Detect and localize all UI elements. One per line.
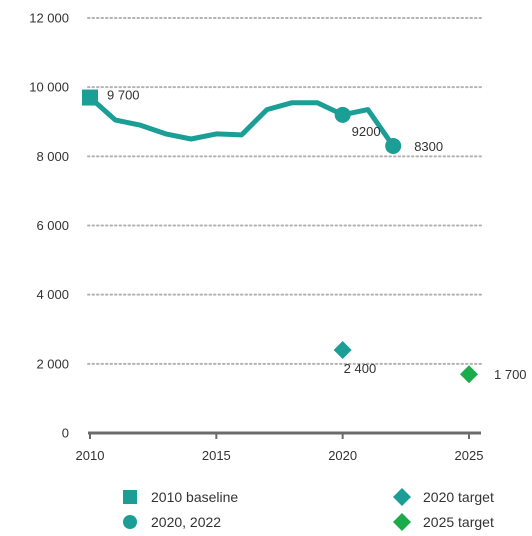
data-label: 8300 (414, 139, 443, 154)
legend-item: 2010 baseline (123, 489, 238, 505)
legend-circle-icon (123, 515, 137, 529)
y-tick-label: 4 000 (36, 287, 69, 302)
legend-item: 2020, 2022 (123, 514, 221, 530)
legend-square-icon (123, 490, 137, 504)
y-tick-label: 10 000 (29, 80, 69, 95)
data-markers (82, 89, 478, 384)
x-axis-tick-labels: 2010 2015 2020 2025 (76, 448, 484, 463)
x-tick-label: 2020 (328, 448, 357, 463)
y-tick-label: 8 000 (36, 149, 69, 164)
legend-label: 2020, 2022 (151, 514, 221, 530)
marker-circle (385, 137, 402, 154)
data-label: 9 700 (107, 88, 140, 103)
x-tick-label: 2010 (76, 448, 105, 463)
data-label: 2 400 (344, 361, 377, 376)
legend-label: 2020 target (423, 489, 494, 505)
x-tick-label: 2015 (202, 448, 231, 463)
series-line (87, 95, 396, 149)
marker-circle (334, 106, 351, 123)
marker-diamond (460, 365, 478, 384)
marker-square (82, 89, 98, 106)
legend-diamond-icon (393, 488, 411, 506)
series-polyline (87, 95, 396, 149)
y-tick-label: 2 000 (36, 356, 69, 371)
y-tick-label: 0 (62, 426, 69, 441)
legend: 2010 baseline 2020, 2022 2020 target 2025 t… (123, 488, 494, 531)
y-axis-tick-labels: 0 2 000 4 000 6 000 8 000 10 000 12 000 (29, 11, 69, 441)
data-label: 1 700 (494, 367, 527, 382)
marker-diamond (333, 341, 352, 359)
legend-diamond-icon (393, 513, 411, 531)
legend-label: 2010 baseline (151, 489, 238, 505)
data-labels: 9 700 9200 8300 2 400 1 700 (107, 88, 527, 383)
gridlines (87, 17, 482, 365)
y-tick-label: 6 000 (36, 218, 69, 233)
x-tick-label: 2025 (455, 448, 484, 463)
data-label: 9200 (352, 124, 381, 139)
legend-item: 2020 target (393, 488, 494, 506)
x-axis (88, 431, 481, 439)
legend-label: 2025 target (423, 514, 494, 530)
legend-item: 2025 target (393, 513, 494, 531)
y-tick-label: 12 000 (29, 11, 69, 26)
